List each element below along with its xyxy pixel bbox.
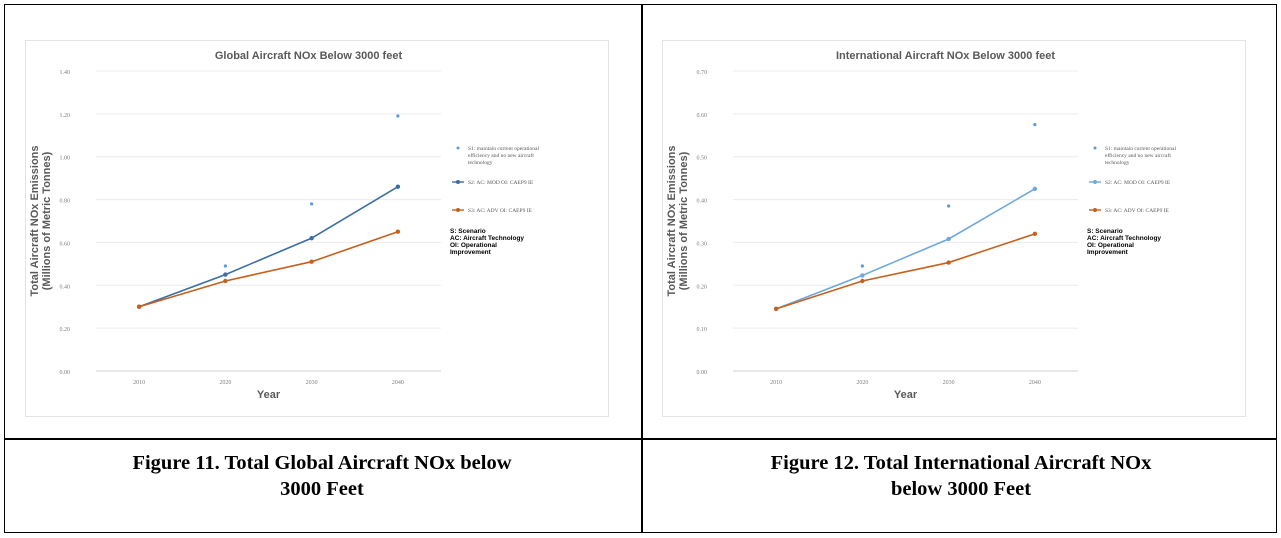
data-point (946, 260, 951, 265)
y-tick-label: 0.70 (697, 70, 708, 76)
y-tick-label: 0.00 (60, 370, 71, 376)
legend-note: S: Scenario (1087, 228, 1123, 235)
series-line (138, 186, 399, 308)
x-tick-label: 2010 (133, 380, 145, 386)
y-tick-label: 0.10 (697, 327, 708, 333)
legend-swatch-marker (1093, 208, 1097, 212)
global-nox-chart-svg: Global Aircraft NOx Below 3000 feet 0.00 0… (29, 50, 539, 401)
y-axis-label-units: (Millions of Metric Tonnes) (678, 151, 690, 290)
international-nox-chart-svg: International Aircraft NOx Below 3000 fe… (666, 50, 1176, 401)
data-point (1032, 231, 1038, 237)
legend-label: S1: maintain current operational efficien… (468, 146, 539, 166)
legend-note: OI: Operational (1087, 242, 1134, 249)
data-point (136, 304, 142, 309)
y-tick-label: 0.20 (60, 327, 71, 333)
x-tick-label: 2020 (219, 380, 231, 386)
series-line (775, 188, 1036, 310)
y-tick-label: 0.20 (697, 284, 708, 290)
y-axis-label: Total Aircraft NOx Emissions (29, 146, 41, 297)
figure-11-caption-line-1: Figure 11. Total Global Aircraft NOx bel… (132, 452, 512, 474)
x-tick-label: 2030 (306, 380, 318, 386)
data-point (946, 236, 951, 242)
data-point (773, 306, 779, 312)
data-point (309, 235, 314, 241)
data-point (860, 278, 865, 284)
x-tick-label: 2020 (856, 380, 868, 386)
legend-swatch-marker (1093, 146, 1097, 150)
x-axis-label: Year (894, 389, 918, 401)
legend-swatch-marker (456, 180, 460, 184)
data-point (395, 184, 401, 189)
data-point (947, 204, 951, 208)
table-divider-vertical (641, 4, 643, 533)
data-point (310, 202, 314, 206)
y-tick-label: 0.00 (697, 370, 708, 376)
figure-table (4, 4, 1277, 533)
figure-12-caption-line-1: Figure 12. Total International Aircraft … (770, 452, 1152, 474)
chart-title: International Aircraft NOx Below 3000 fe… (836, 50, 1055, 62)
data-point (1032, 186, 1038, 192)
data-point (860, 273, 865, 278)
data-point (223, 278, 228, 284)
data-point (309, 259, 314, 264)
data-point (1033, 122, 1037, 127)
y-tick-label: 1.40 (60, 70, 71, 76)
legend-note: AC: Aircraft Technology (1087, 235, 1161, 242)
legend-label: S3: AC: ADV OI: CAEP9 IE (468, 208, 533, 214)
x-tick-label: 2040 (392, 380, 404, 386)
figure-12-caption: Figure 12. Total International Aircraft … (661, 450, 1261, 502)
x-axis-label: Year (257, 389, 281, 401)
y-tick-label: 1.20 (60, 113, 71, 119)
y-tick-label: 0.40 (60, 284, 71, 290)
legend-note: OI: Operational (450, 242, 497, 249)
table-divider-horizontal (4, 438, 1277, 440)
data-point (223, 264, 227, 268)
x-tick-label: 2030 (943, 380, 955, 386)
y-tick-label: 1.00 (60, 156, 71, 162)
x-tick-label: 2010 (770, 380, 782, 386)
legend-label: S3: AC: ADV OI: CAEP9 IE (1105, 208, 1170, 214)
y-tick-label: 0.60 (60, 241, 71, 247)
figure-12-caption-line-2: below 3000 Feet (890, 478, 1032, 500)
legend-label: S2: AC: MOD OI: CAEP9 IE (1105, 180, 1171, 186)
data-point (860, 264, 864, 268)
legend-swatch-marker (1093, 180, 1097, 184)
legend-note: AC: Aircraft Technology (450, 235, 524, 242)
global-nox-chart: Global Aircraft NOx Below 3000 feet 0.00 0… (25, 40, 609, 417)
data-point (223, 272, 228, 277)
x-tick-label: 2040 (1029, 380, 1041, 386)
y-tick-label: 0.60 (697, 113, 708, 119)
y-tick-label: 0.30 (697, 241, 708, 247)
y-tick-label: 0.40 (697, 199, 708, 205)
legend-note: Improvement (1087, 249, 1129, 256)
series-line (138, 230, 399, 308)
series-line (775, 233, 1036, 310)
legend-label: S1: maintain current operational efficien… (1105, 146, 1176, 166)
y-tick-label: 0.50 (697, 156, 708, 162)
international-nox-chart: International Aircraft NOx Below 3000 fe… (662, 40, 1246, 417)
legend-note: S: Scenario (450, 228, 486, 235)
chart-title: Global Aircraft NOx Below 3000 feet (215, 50, 403, 62)
y-tick-label: 0.80 (60, 199, 71, 205)
y-axis-label-units: (Millions of Metric Tonnes) (41, 151, 53, 290)
figure-11-caption-line-2: 3000 Feet (280, 478, 364, 500)
legend-label: S2: AC: MOD OI: CAEP9 IE (468, 180, 534, 186)
legend-swatch-marker (456, 208, 460, 212)
data-point (395, 229, 401, 234)
data-point (396, 114, 400, 118)
legend-note: Improvement (450, 249, 492, 256)
figure-11-caption: Figure 11. Total Global Aircraft NOx bel… (22, 450, 622, 502)
y-axis-label: Total Aircraft NOx Emissions (666, 146, 678, 297)
legend-swatch-marker (456, 146, 460, 150)
